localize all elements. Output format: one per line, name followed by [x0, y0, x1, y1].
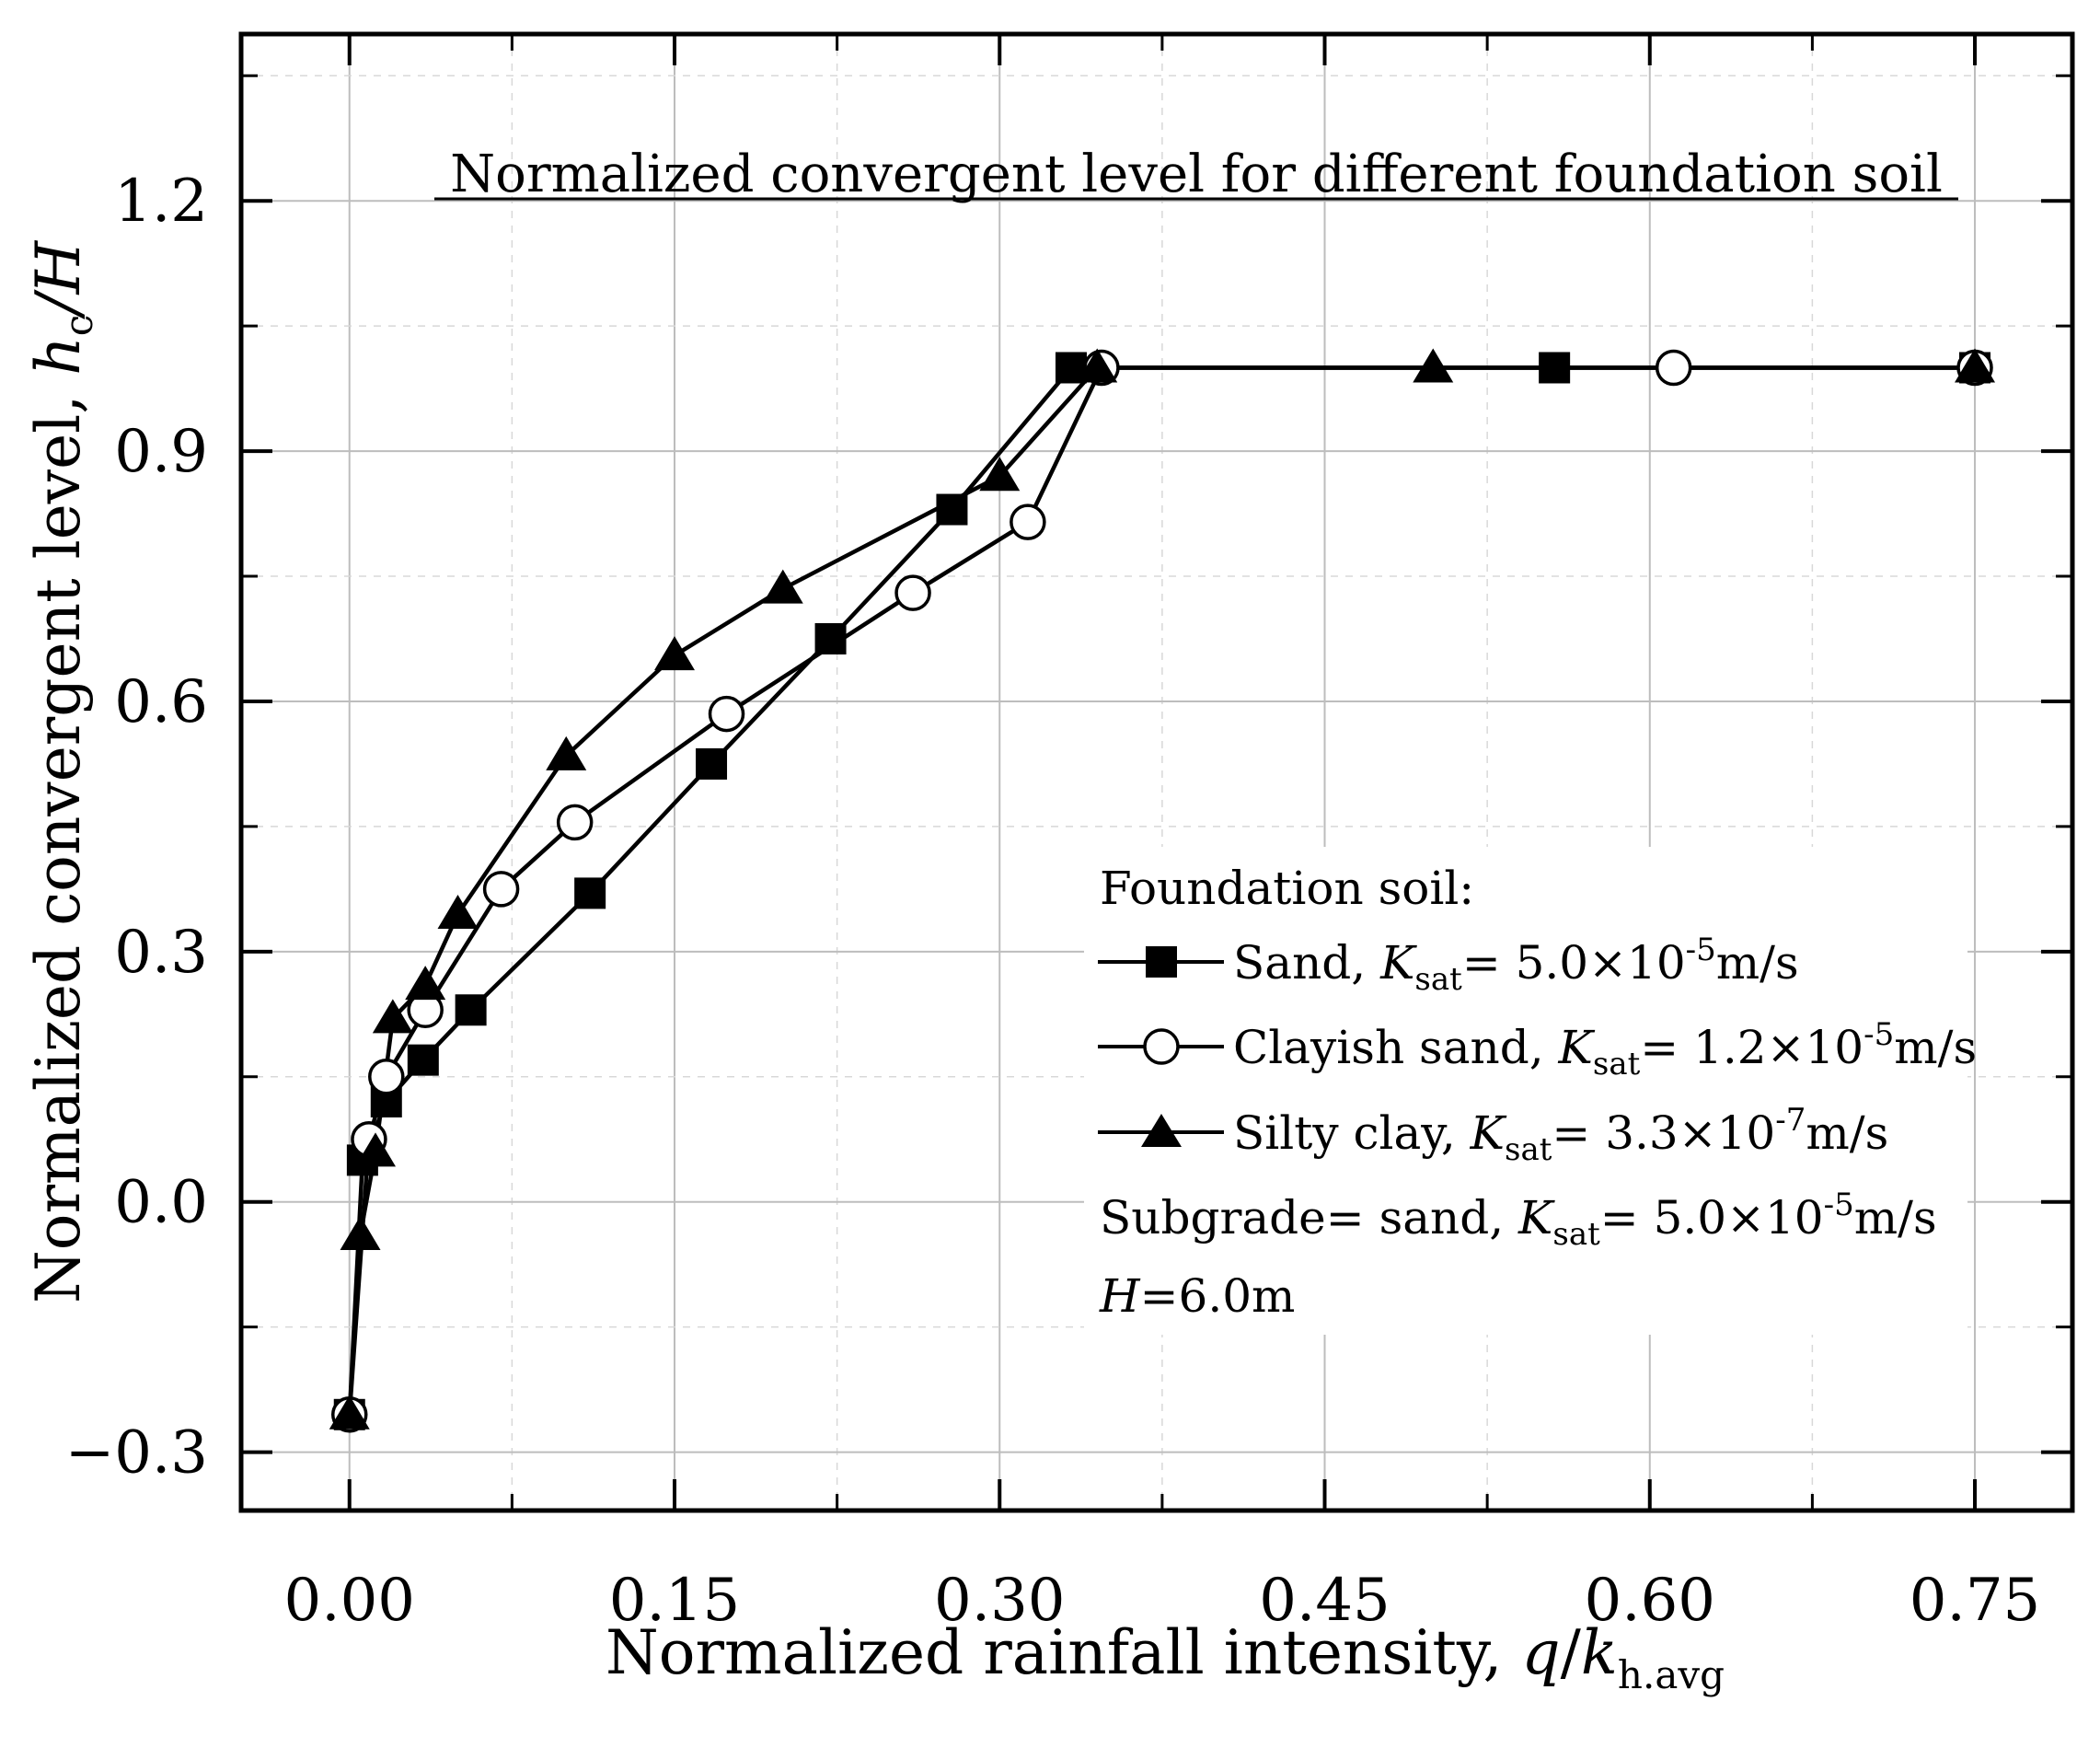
legend-label-clayish-sand: Clayish sand, Ksat= 1.2×10-5m/s — [1233, 1016, 1977, 1082]
data-point-sand — [407, 1044, 439, 1076]
x-tick-label: 0.30 — [934, 1567, 1066, 1635]
axis-ticks — [241, 34, 2072, 1511]
data-point-sand — [814, 623, 847, 655]
x-tick-label: 0.45 — [1259, 1567, 1390, 1635]
data-point-clayish-sand — [1655, 349, 1692, 387]
data-point-silty-clay — [762, 569, 803, 604]
x-axis-title: Normalized rainfall intensity, q/kh.avg — [606, 1617, 1725, 1697]
x-tick-label: 0.00 — [284, 1567, 416, 1635]
legend-heading: Foundation soil: — [1100, 862, 1474, 915]
data-point-clayish-sand — [708, 695, 745, 733]
data-point-clayish-sand — [482, 871, 520, 908]
data-point-silty-clay — [979, 457, 1021, 492]
legend: Foundation soil: Sand, Ksat= 5.0×10-5m/s… — [1084, 847, 1977, 1335]
data-point-silty-clay — [329, 1395, 370, 1430]
x-tick-label: 0.60 — [1585, 1567, 1716, 1635]
data-point-clayish-sand — [894, 574, 931, 611]
data-point-sand — [936, 493, 968, 526]
legend-marker-sand — [1146, 946, 1177, 978]
legend-note-subgrade: Subgrade= sand, Ksat= 5.0×10-5m/s — [1100, 1187, 1937, 1253]
data-point-clayish-sand — [368, 1059, 405, 1095]
y-tick-labels: −0.3 0.0 0.3 0.6 0.9 1.2 — [65, 168, 208, 1487]
legend-background — [1084, 847, 1967, 1335]
legend-entry-silty-clay: Silty clay, Ksat= 3.3×10-7m/s — [1098, 1102, 1888, 1168]
data-point-sand — [1539, 352, 1571, 384]
data-point-silty-clay — [372, 999, 413, 1034]
legend-label-silty-clay: Silty clay, Ksat= 3.3×10-7m/s — [1233, 1102, 1888, 1168]
legend-note-height: H=6.0m — [1099, 1269, 1295, 1323]
y-tick-label: 0.0 — [114, 1169, 208, 1237]
data-point-silty-clay — [340, 1215, 381, 1250]
data-point-silty-clay — [1955, 348, 1996, 383]
x-tick-label: 0.15 — [609, 1567, 741, 1635]
x-tick-label: 0.75 — [1910, 1567, 2041, 1635]
y-tick-label: −0.3 — [65, 1419, 208, 1488]
chart-title: Normalized convergent level for differen… — [450, 145, 1943, 204]
data-point-clayish-sand — [556, 804, 594, 841]
series-layer — [329, 348, 1996, 1433]
legend-entry-clayish-sand: Clayish sand, Ksat= 1.2×10-5m/s — [1098, 1016, 1977, 1082]
legend-marker-clayish-sand — [1143, 1028, 1180, 1065]
data-point-silty-clay — [546, 735, 587, 770]
legend-label-sand: Sand, Ksat= 5.0×10-5m/s — [1233, 932, 1799, 998]
y-tick-label: 0.9 — [114, 418, 208, 486]
legend-marker-silty-clay — [1141, 1114, 1182, 1147]
data-point-silty-clay — [1077, 348, 1118, 383]
data-point-silty-clay — [1413, 348, 1454, 383]
markers-silty-clay — [329, 348, 1996, 1430]
data-point-silty-clay — [654, 636, 696, 671]
y-tick-label: 0.6 — [114, 668, 208, 736]
data-point-silty-clay — [437, 895, 479, 930]
y-axis-title: Normalized convergent level, hc/H — [23, 240, 101, 1304]
data-point-silty-clay — [405, 966, 446, 1001]
data-point-silty-clay — [355, 1132, 397, 1167]
data-point-sand — [696, 747, 728, 780]
data-point-clayish-sand — [1010, 504, 1046, 540]
data-point-sand — [455, 994, 487, 1026]
y-tick-label: 0.3 — [114, 919, 208, 987]
legend-entry-sand: Sand, Ksat= 5.0×10-5m/s — [1098, 932, 1799, 998]
y-tick-label: 1.2 — [114, 168, 208, 236]
plot-frame — [238, 31, 2075, 1513]
data-point-sand — [574, 877, 606, 909]
x-tick-labels: 0.00 0.15 0.30 0.45 0.60 0.75 — [284, 1567, 2041, 1635]
